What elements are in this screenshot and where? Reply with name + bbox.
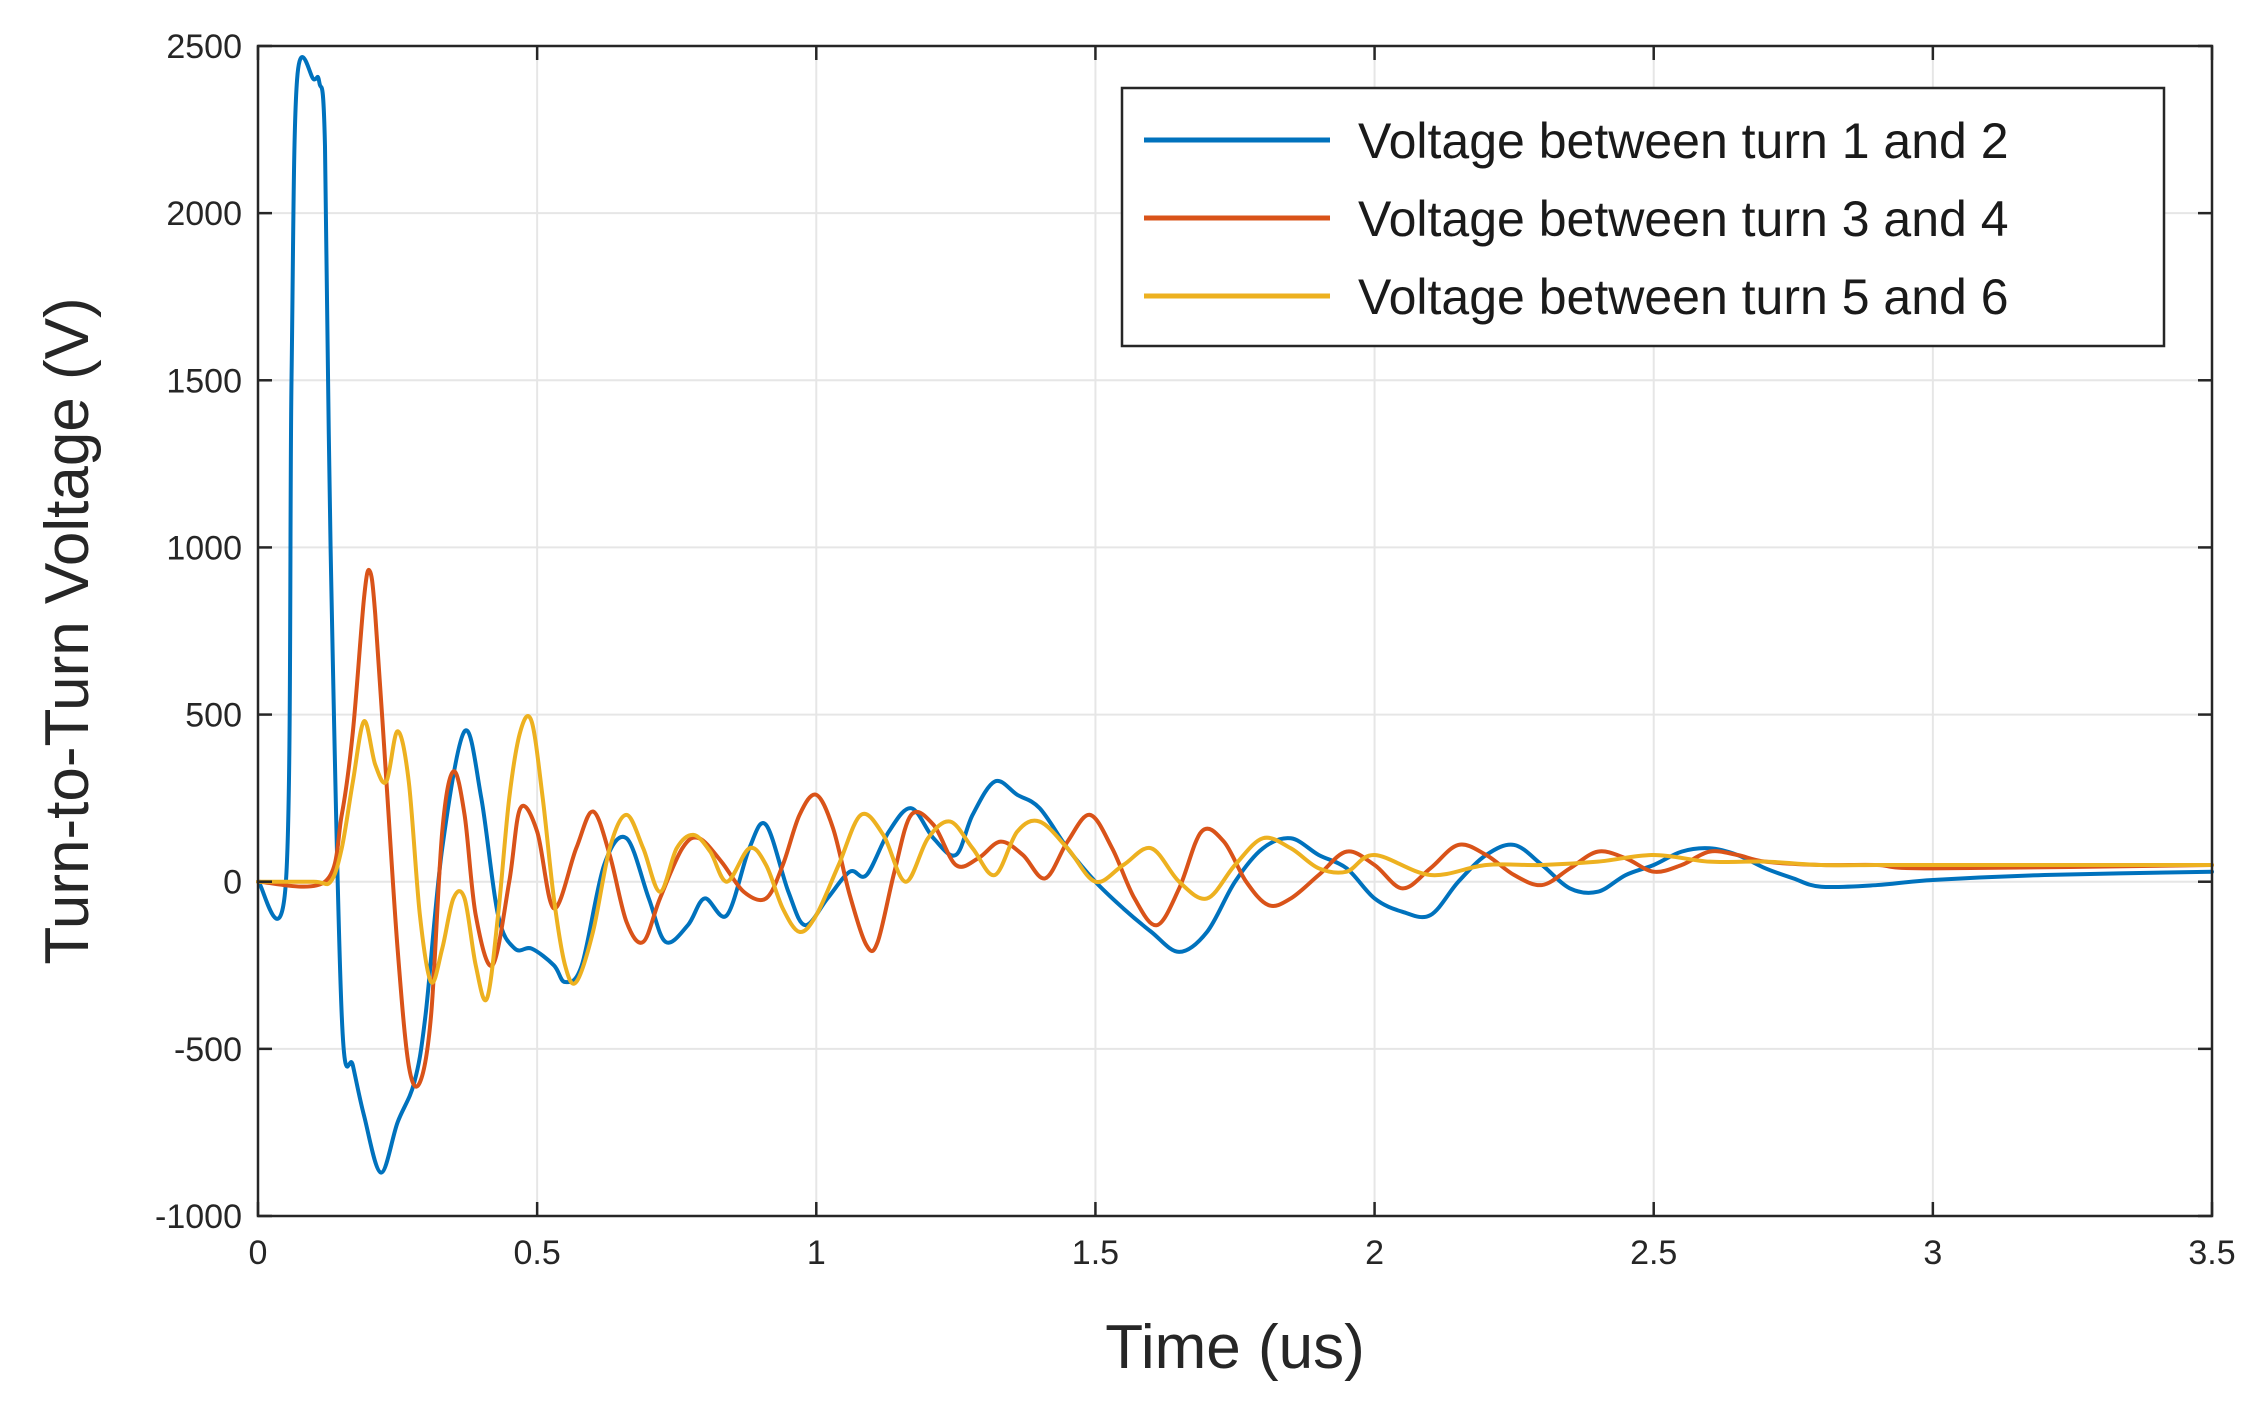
series-group: [256, 55, 2214, 1175]
y-tick-label: -500: [174, 1031, 242, 1069]
y-tick-label: 2500: [166, 28, 242, 66]
legend-label-1: Voltage between turn 1 and 2: [1358, 113, 2009, 169]
legend-label-2: Voltage between turn 3 and 4: [1358, 191, 2009, 247]
x-tick-label: 0.5: [514, 1234, 561, 1272]
y-tick-label: -1000: [155, 1198, 242, 1236]
y-tick-label: 0: [223, 864, 242, 902]
legend-label-3: Voltage between turn 5 and 6: [1358, 269, 2009, 325]
x-tick-label: 2.5: [1630, 1234, 1677, 1272]
y-tick-label: 2000: [166, 195, 242, 233]
axis-ticks: [256, 44, 2214, 1218]
legend: Voltage between turn 1 and 2 Voltage betw…: [1120, 86, 2166, 348]
x-tick-label: 3.5: [2188, 1234, 2235, 1272]
tick-labels: 0 0.5 1 1.5 2 2.5 3 3.5 -1000 -500 0 500 1000 1500 200…: [155, 28, 2236, 1272]
x-axis-label: Time (us): [1105, 1313, 1364, 1382]
y-axis-label: Turn-to-Turn Voltage (V): [33, 297, 102, 964]
series-line-3: [256, 714, 2214, 1003]
y-tick-label: 500: [185, 697, 242, 735]
x-tick-label: 0: [249, 1234, 268, 1272]
axes-frame: [256, 44, 2214, 1218]
x-tick-label: 1: [807, 1234, 826, 1272]
x-tick-label: 3: [1923, 1234, 1942, 1272]
y-tick-label: 1500: [166, 362, 242, 400]
x-tick-label: 1.5: [1072, 1234, 1119, 1272]
y-tick-label: 1000: [166, 529, 242, 567]
x-tick-label: 2: [1365, 1234, 1384, 1272]
series-line-2: [256, 568, 2214, 1089]
